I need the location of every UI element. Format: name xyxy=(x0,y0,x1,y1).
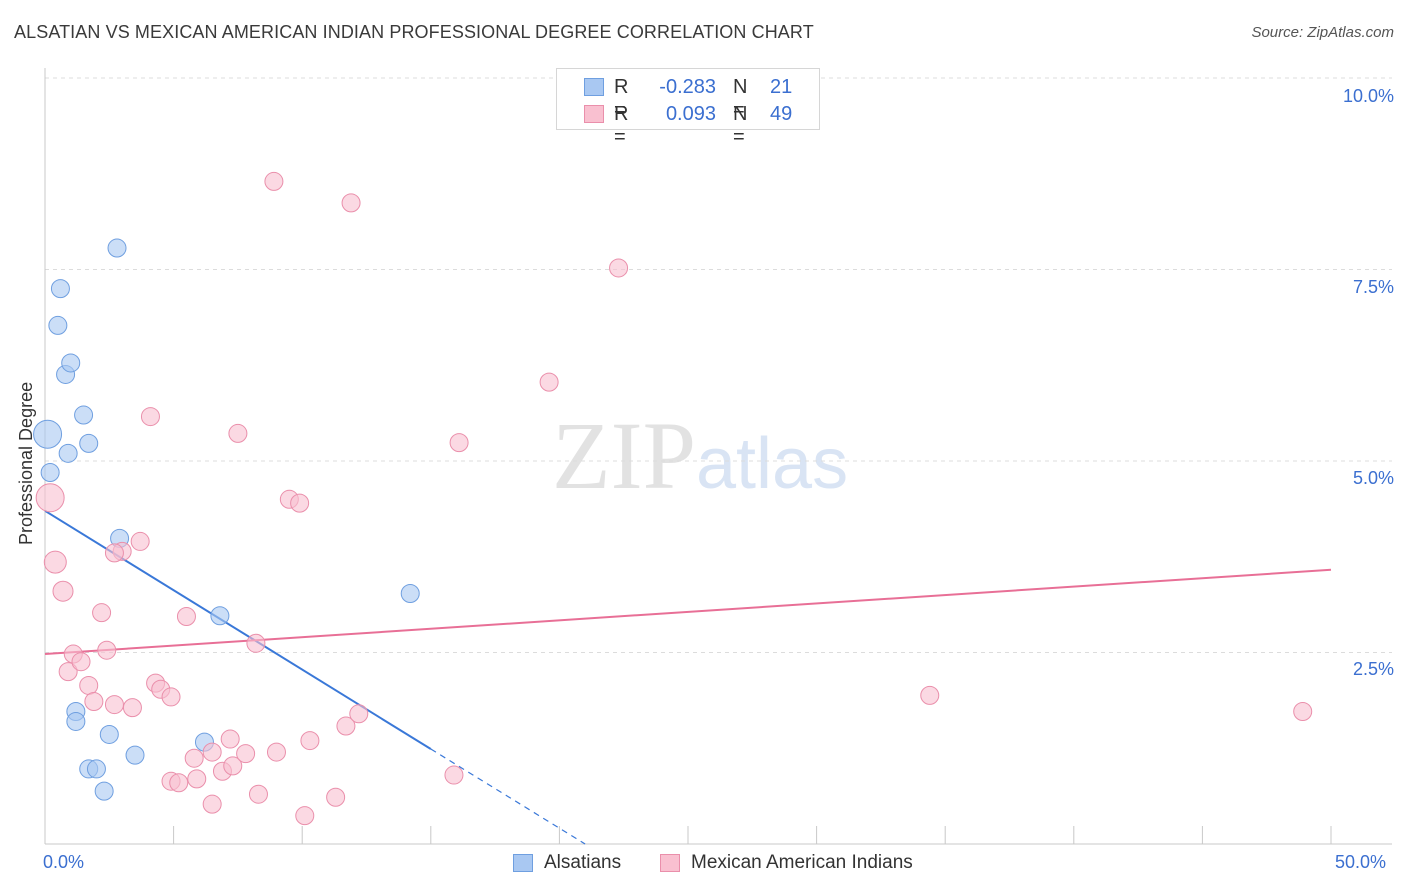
data-point xyxy=(300,731,320,751)
data-point xyxy=(86,759,106,779)
watermark-atlas: atlas xyxy=(696,424,849,504)
data-point xyxy=(92,603,112,623)
data-point xyxy=(295,806,315,826)
data-point xyxy=(104,543,124,563)
stats-legend: R = -0.283 N = 21 R = 0.093 N = 49 xyxy=(556,68,820,148)
data-point xyxy=(33,419,63,449)
data-point xyxy=(246,633,266,653)
data-point xyxy=(349,704,369,724)
watermark: ZIPatlas xyxy=(552,400,848,511)
data-point xyxy=(48,315,68,335)
data-point xyxy=(52,580,74,602)
data-point xyxy=(228,423,248,443)
data-point xyxy=(40,462,60,482)
data-point xyxy=(84,692,104,712)
data-point xyxy=(210,606,230,626)
x-tick-label: 50.0% xyxy=(1335,852,1387,872)
data-point xyxy=(449,433,469,453)
source-note: Source: ZipAtlas.com xyxy=(1251,24,1394,41)
data-point xyxy=(79,433,99,453)
data-point xyxy=(444,765,464,785)
data-point xyxy=(539,372,559,392)
data-point xyxy=(35,483,65,513)
data-point xyxy=(71,652,91,672)
chart-title: ALSATIAN VS MEXICAN AMERICAN INDIAN PROF… xyxy=(14,22,814,42)
y-axis-label: Professional Degree xyxy=(16,381,36,545)
data-point xyxy=(97,640,117,660)
data-point xyxy=(58,443,78,463)
data-point xyxy=(43,550,67,574)
data-point xyxy=(50,279,70,299)
legend-label: Mexican American Indians xyxy=(691,852,913,873)
r-label: R = xyxy=(614,76,629,121)
mexican-american-indians-swatch xyxy=(584,105,604,123)
data-point xyxy=(220,729,240,749)
data-point xyxy=(107,238,127,258)
alsatians-swatch xyxy=(513,854,533,872)
data-point xyxy=(223,756,243,776)
data-point xyxy=(125,745,145,765)
data-point xyxy=(104,695,124,715)
data-point xyxy=(341,193,361,213)
data-point xyxy=(187,769,207,789)
trend-lines xyxy=(44,509,1332,845)
data-point xyxy=(326,787,346,807)
data-point xyxy=(130,531,150,551)
data-point xyxy=(236,744,256,764)
data-point xyxy=(99,724,119,744)
x-tick-label: 0.0% xyxy=(43,852,85,872)
trend-line-mexican-american-indians xyxy=(44,568,1332,656)
data-point xyxy=(202,794,222,814)
legend-label: Alsatians xyxy=(544,852,622,873)
y-tick-label: 5.0% xyxy=(1352,468,1394,488)
watermark-zip: ZIP xyxy=(552,402,696,509)
data-point xyxy=(61,353,81,373)
data-point xyxy=(248,784,268,804)
data-point xyxy=(74,405,94,425)
gridlines xyxy=(45,77,1392,653)
y-tick-label: 2.5% xyxy=(1352,659,1394,679)
data-point xyxy=(290,493,310,513)
data-point xyxy=(169,773,189,793)
data-point xyxy=(266,742,286,762)
data-point xyxy=(336,716,356,736)
data-point xyxy=(94,781,114,801)
n-value: 49 xyxy=(770,103,793,125)
data-point xyxy=(58,662,78,682)
y-tick-label: 7.5% xyxy=(1352,277,1394,297)
r-label: R = xyxy=(614,103,629,148)
y-tick-label: 10.0% xyxy=(1342,86,1394,106)
data-point xyxy=(122,698,142,718)
data-points xyxy=(33,171,1313,826)
r-value: 0.093 xyxy=(665,103,716,125)
n-label: N = xyxy=(733,103,748,148)
axes xyxy=(44,68,1392,845)
trend-line-alsatians xyxy=(44,509,432,750)
data-point xyxy=(920,685,940,705)
data-point xyxy=(264,171,284,191)
n-label: N = xyxy=(733,76,748,121)
series-legend: Alsatians Mexican American Indians xyxy=(0,852,1406,878)
data-point xyxy=(1293,701,1313,721)
mexican-american-indians-swatch xyxy=(660,854,680,872)
data-point xyxy=(79,675,99,695)
data-point xyxy=(161,687,181,707)
alsatians-swatch xyxy=(584,78,604,96)
data-point xyxy=(140,407,160,427)
data-point xyxy=(184,748,204,768)
data-point xyxy=(202,742,222,762)
data-point xyxy=(609,258,629,278)
data-point xyxy=(400,584,420,604)
data-point xyxy=(176,606,196,626)
n-value: 21 xyxy=(770,76,793,98)
r-value: -0.283 xyxy=(659,76,716,98)
data-point xyxy=(66,711,86,731)
trend-line-extension xyxy=(430,748,586,845)
